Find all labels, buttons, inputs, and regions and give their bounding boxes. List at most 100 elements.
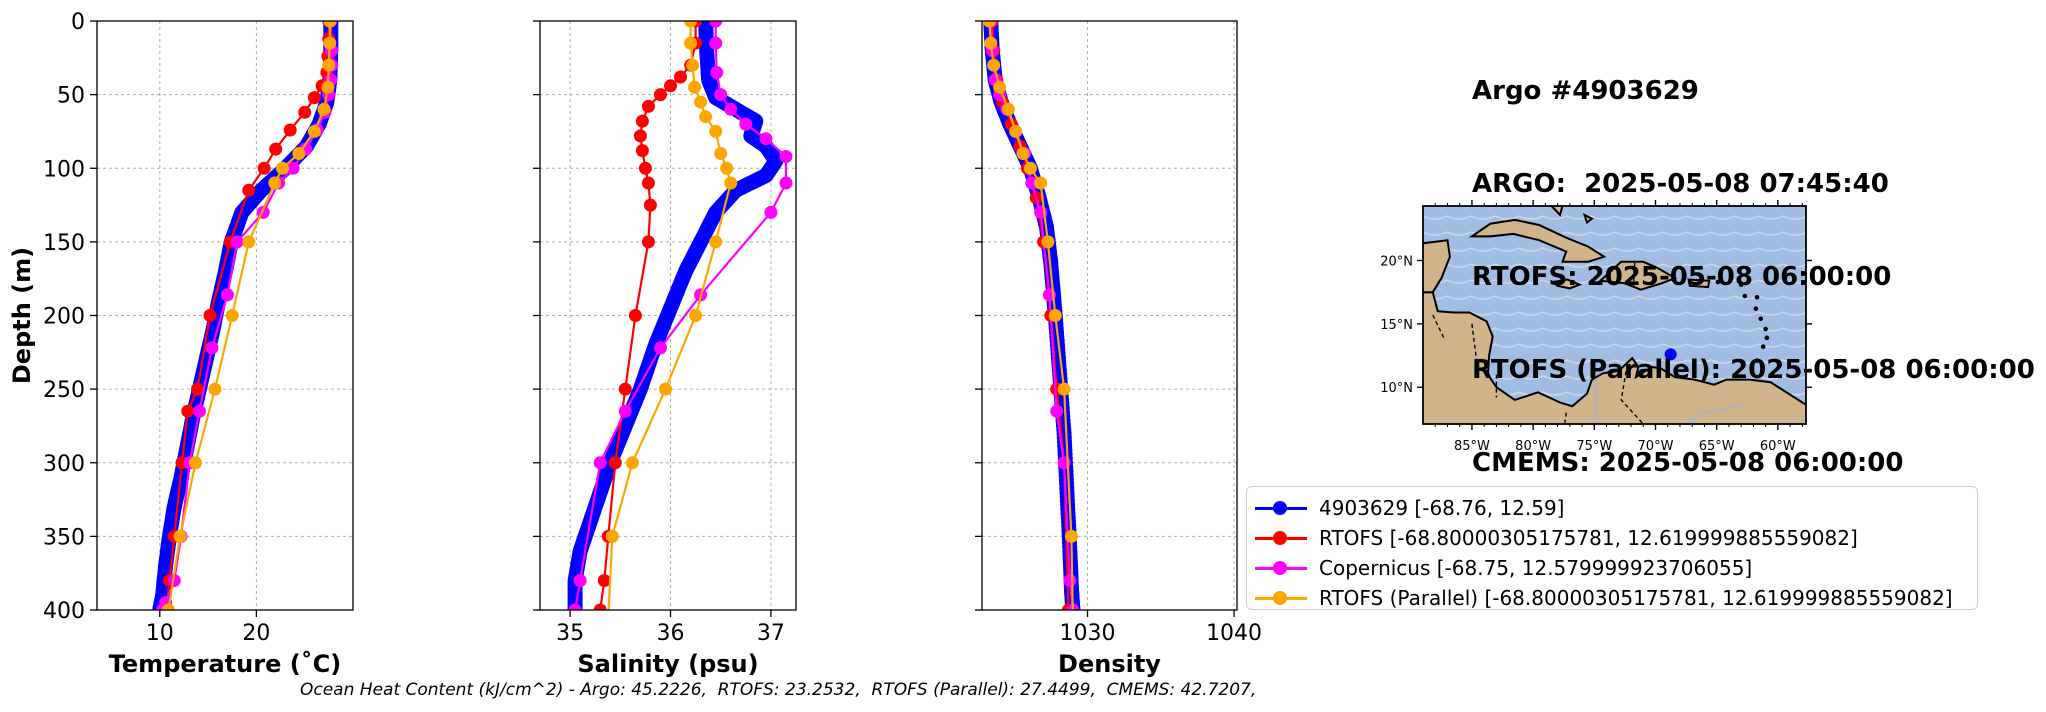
data-point	[307, 91, 321, 105]
country-border	[1564, 412, 1567, 423]
y-axis-label: Depth (m)	[8, 247, 36, 384]
legend-item-argo: 4903629 [-68.76, 12.59]	[1255, 493, 1977, 523]
data-point	[1064, 529, 1078, 543]
data-point	[724, 176, 738, 190]
panel-temperature: 10 20050100150200250300350400Temperature …	[8, 10, 354, 678]
data-point	[641, 99, 655, 113]
x-tick-label: 10	[146, 621, 174, 646]
data-point	[1057, 382, 1071, 396]
data-point	[192, 404, 206, 418]
data-point	[689, 309, 703, 322]
map-lon-label: 80°W	[1515, 439, 1551, 454]
x-tick-label: 37	[757, 621, 785, 646]
river	[1685, 404, 1744, 424]
inset-map: 85°W 80°W 75°W 70°W 65°W 60°W 20°N 15°N 10°N	[1380, 200, 1812, 454]
map-lon-label: 65°W	[1699, 439, 1735, 454]
island	[1738, 282, 1744, 287]
x-tick-label: 1030	[1060, 621, 1116, 646]
data-point	[709, 21, 723, 28]
streamline	[1423, 247, 1806, 252]
data-point	[993, 80, 1007, 94]
legend-marker-rtofs	[1255, 528, 1307, 548]
island	[1753, 306, 1759, 311]
map-lat-label: 20°N	[1380, 255, 1413, 270]
data-point	[602, 611, 615, 624]
island	[1742, 293, 1748, 299]
legend-item-copernicus: Copernicus [-68.75, 12.579999923706055]	[1255, 553, 1977, 583]
legend-marker-copernicus	[1255, 558, 1307, 578]
legend-label-rtofs: RTOFS [-68.80000305175781, 12.6199998855…	[1319, 526, 1858, 550]
data-point	[714, 88, 728, 102]
y-tick-label: 350	[43, 525, 85, 550]
data-point	[641, 235, 655, 249]
y-tick-label: 0	[71, 10, 85, 35]
map-lat-label: 10°N	[1380, 381, 1413, 396]
data-point	[659, 382, 672, 396]
data-point	[779, 150, 793, 163]
data-point	[323, 36, 337, 50]
data-point	[779, 176, 793, 190]
data-point	[638, 161, 652, 175]
data-point	[1016, 147, 1030, 160]
data-point	[1063, 574, 1077, 587]
data-point	[720, 161, 734, 175]
data-point	[220, 288, 234, 302]
data-point	[1001, 102, 1015, 116]
data-point	[709, 235, 723, 249]
series-group	[152, 21, 339, 610]
map-lat-label: 15°N	[1380, 318, 1413, 333]
title-line-rtofs-time: RTOFS: 2025-05-08 06:00:00	[1472, 262, 1892, 292]
map-body	[1423, 206, 1806, 424]
series-3	[162, 21, 337, 610]
y-tick-label: 300	[43, 452, 85, 477]
data-point	[191, 382, 204, 396]
data-point	[724, 102, 738, 116]
data-point	[167, 574, 181, 587]
data-point	[568, 603, 582, 610]
data-point	[710, 66, 724, 79]
data-point	[286, 161, 300, 175]
legend: 4903629 [-68.76, 12.59] RTOFS [-68.80000…	[1246, 486, 1978, 610]
land-hispaniola	[1598, 260, 1678, 291]
series-group	[982, 21, 1081, 610]
data-point	[759, 132, 773, 146]
y-tick-label: 150	[43, 231, 85, 256]
x-axis-label: Temperature (˚C)	[109, 650, 342, 678]
data-point	[317, 102, 331, 116]
title-line-argo-time: ARGO: 2025-05-08 07:45:40	[1472, 169, 1889, 199]
y-tick-label: 50	[57, 84, 85, 109]
data-point	[593, 603, 607, 610]
data-point	[1023, 161, 1037, 175]
data-point	[242, 235, 256, 249]
data-point	[573, 574, 587, 587]
data-point	[635, 114, 649, 128]
data-point	[684, 21, 698, 28]
series-3	[982, 21, 1078, 610]
float-location-marker	[1664, 348, 1677, 361]
data-point	[205, 341, 219, 355]
data-point	[276, 161, 289, 175]
data-point	[635, 144, 649, 158]
land-cuba	[1468, 218, 1607, 263]
data-point	[664, 79, 677, 93]
data-point	[321, 80, 335, 94]
land-puerto-rico	[1687, 278, 1711, 289]
data-point	[684, 36, 698, 50]
data-point	[688, 80, 702, 94]
data-point	[739, 117, 753, 131]
island	[1715, 279, 1721, 285]
data-point	[269, 142, 283, 156]
data-point	[982, 21, 996, 28]
data-point	[208, 382, 222, 396]
x-axis-label: Salinity (psu)	[577, 650, 758, 678]
data-point	[608, 456, 622, 470]
profile-panels: 10 20050100150200250300350400Temperature …	[8, 10, 1262, 678]
streamline	[1423, 263, 1806, 268]
series-line	[574, 21, 788, 610]
legend-label-rtofs-parallel: RTOFS (Parallel) [-68.80000305175781, 12…	[1319, 586, 1953, 610]
data-point	[189, 456, 202, 470]
series-line	[167, 21, 331, 610]
data-point	[1041, 235, 1055, 249]
data-point	[709, 36, 723, 50]
